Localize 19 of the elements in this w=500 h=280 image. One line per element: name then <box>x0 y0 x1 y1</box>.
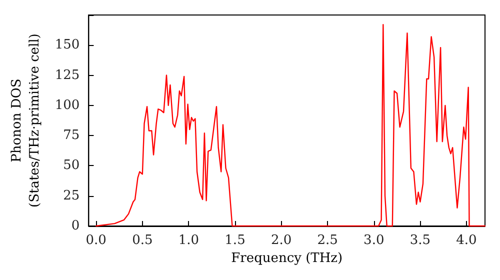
x-tick-label: 2.0 <box>270 233 292 248</box>
x-tick-label: 1.5 <box>224 233 246 248</box>
x-tick-label: 2.5 <box>317 233 338 248</box>
x-tick-label: 4.0 <box>456 233 477 248</box>
y-tick-label: 100 <box>54 98 80 113</box>
y-tick-label: 150 <box>54 38 80 53</box>
x-tick-label: 0.0 <box>86 233 106 248</box>
x-tick-label: 3.0 <box>364 233 384 248</box>
x-tick-label: 1.0 <box>178 233 200 248</box>
y-tick-label: 125 <box>54 68 80 83</box>
x-axis-title: Frequency (THz) <box>231 250 343 266</box>
y-tick-label: 75 <box>63 128 80 144</box>
line-series <box>96 24 486 227</box>
x-tick-label: 0.5 <box>132 233 153 248</box>
y-axis-title: Phonon DOS (States/THz·primitive cell) <box>10 33 42 208</box>
x-tick-label: 3.5 <box>410 233 431 248</box>
y-tick-label: 0 <box>71 218 80 234</box>
y-tick-label: 25 <box>63 188 80 204</box>
y-tick-label: 50 <box>63 158 80 174</box>
